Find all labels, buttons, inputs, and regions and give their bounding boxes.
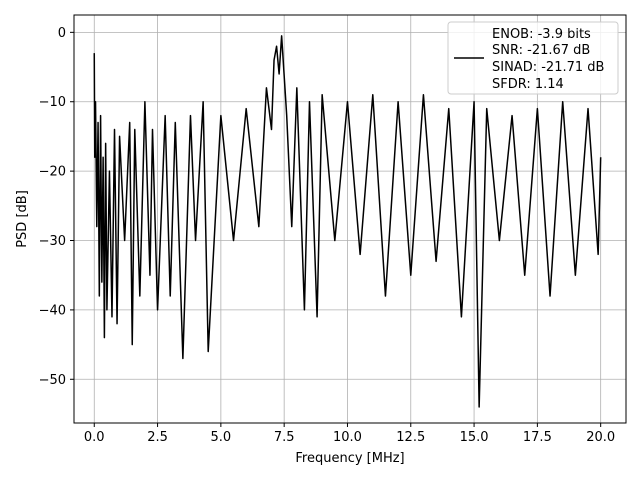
- y-tick-label: −40: [39, 303, 66, 318]
- x-tick-label: 7.5: [274, 430, 295, 445]
- x-tick-label: 5.0: [211, 430, 232, 445]
- x-tick-label: 12.5: [396, 430, 425, 445]
- legend-entry-sfdr: SFDR: 1.14: [492, 77, 564, 92]
- x-axis-label: Frequency [MHz]: [295, 451, 404, 466]
- y-tick-label: −20: [39, 165, 66, 180]
- x-tick-label: 2.5: [147, 430, 168, 445]
- y-tick-label: −30: [39, 234, 66, 249]
- y-tick-label: −10: [39, 95, 66, 110]
- y-axis: 0 −10 −20 −30 −40 −50: [39, 26, 74, 388]
- psd-series-line: [93, 35, 602, 408]
- y-tick-label: −50: [39, 373, 66, 388]
- legend-entry-snr: SNR: -21.67 dB: [492, 43, 590, 58]
- x-tick-label: 20.0: [586, 430, 615, 445]
- y-axis-label: PSD [dB]: [15, 190, 30, 248]
- x-tick-label: 15.0: [460, 430, 489, 445]
- y-tick-label: 0: [58, 26, 66, 41]
- x-tick-label: 0.0: [84, 430, 105, 445]
- x-tick-label: 17.5: [523, 430, 552, 445]
- x-tick-label: 10.0: [333, 430, 362, 445]
- legend-entry-enob: ENOB: -3.9 bits: [492, 27, 591, 42]
- plot-area: [93, 35, 602, 408]
- axes-frame: [73, 14, 627, 424]
- x-axis: 0.0 2.5 5.0 7.5 10.0 12.5 15.0 17.5 20.0: [84, 423, 615, 445]
- legend-entry-sinad: SINAD: -21.71 dB: [492, 60, 604, 75]
- legend: ENOB: -3.9 bits SNR: -21.67 dB SINAD: -2…: [447, 21, 619, 95]
- legend-box: [447, 21, 619, 95]
